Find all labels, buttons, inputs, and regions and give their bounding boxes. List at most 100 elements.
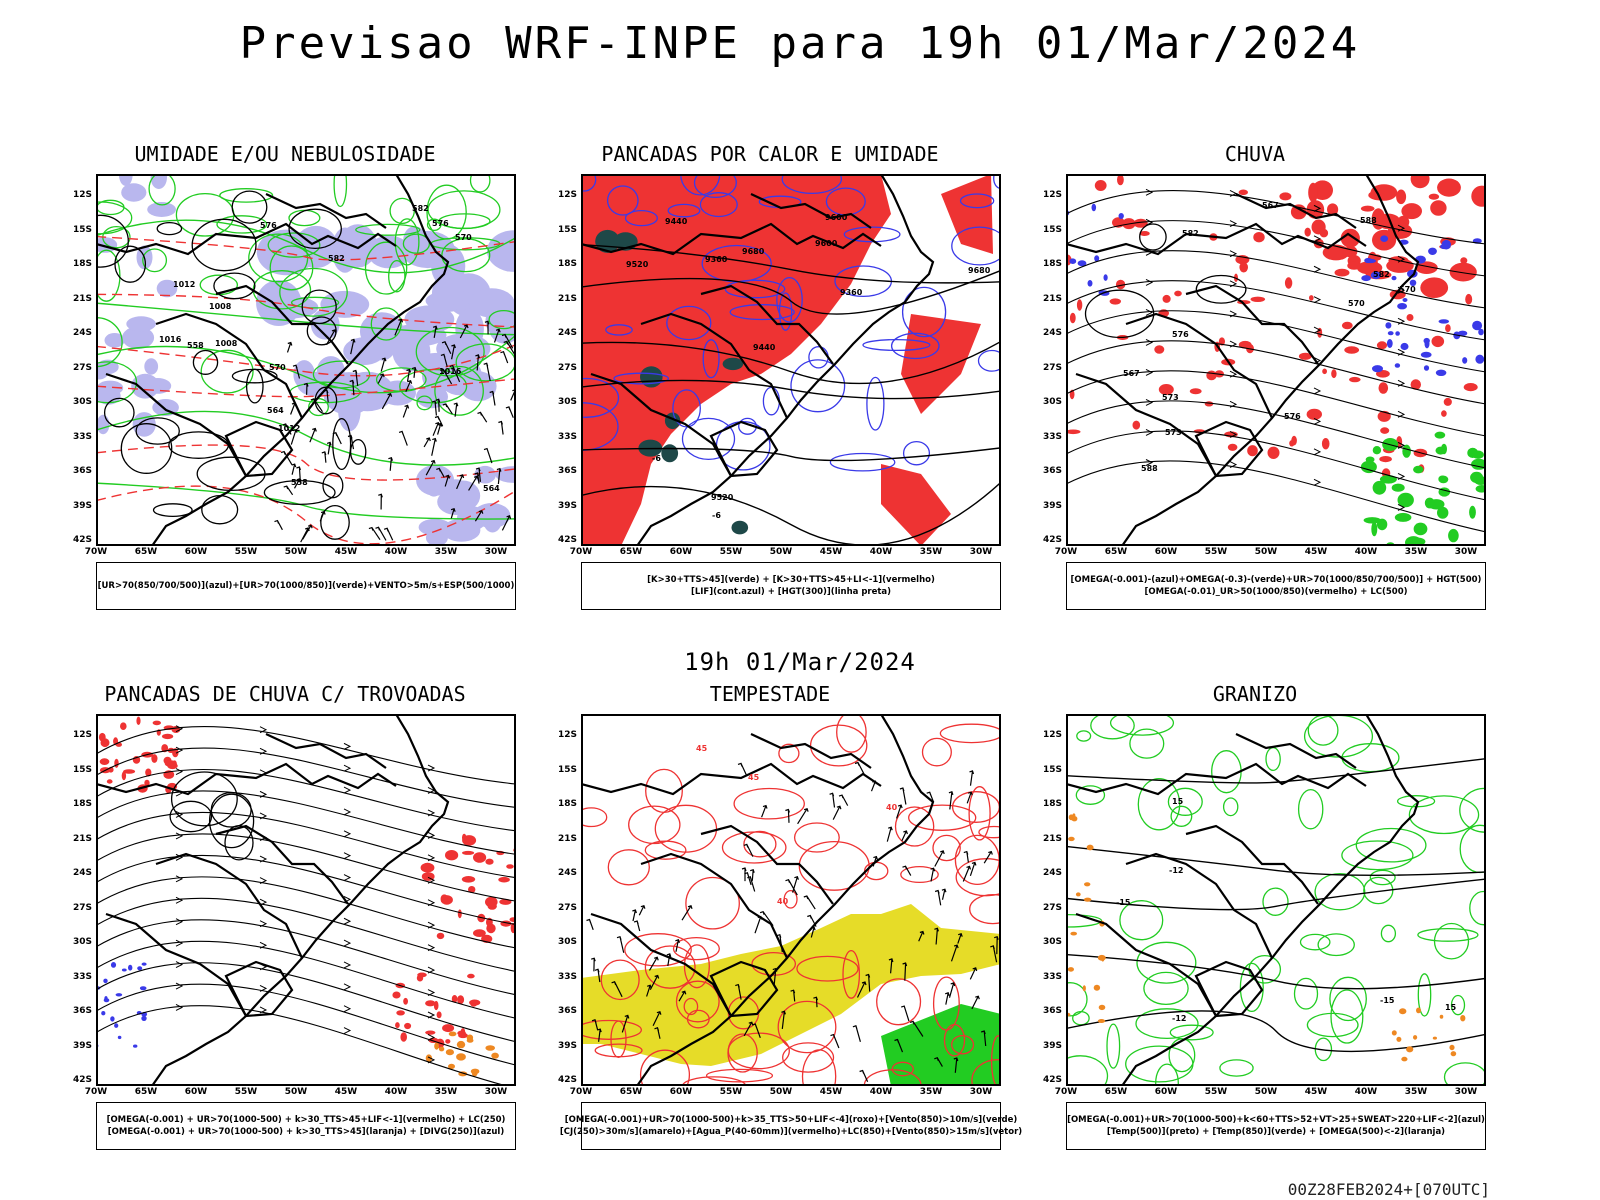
latitude-label: 24S bbox=[1042, 328, 1062, 338]
contour-value-label: 558 bbox=[291, 478, 308, 487]
rain-omega-red-blob bbox=[1378, 382, 1389, 394]
flow-arrowhead bbox=[427, 831, 436, 839]
state-border bbox=[215, 284, 349, 365]
legend-line: [OMEGA(-0.01)_UR>50(1000/850)(vermelho) … bbox=[1144, 587, 1408, 597]
panel-pancadas-trovoadas: PANCADAS DE CHUVA C/ TROVOADAS 12S 15S 18S 2… bbox=[50, 682, 520, 1162]
flow-arrowhead bbox=[259, 726, 268, 734]
humidity-lower-contours-ring bbox=[148, 174, 176, 206]
temp850-contours-ring bbox=[1408, 795, 1480, 835]
precipitable-water-contours-ring bbox=[777, 1000, 837, 1054]
hgt500-contours-line bbox=[1066, 190, 1486, 245]
longitude-label: 30W bbox=[969, 1087, 993, 1097]
wind-vector bbox=[378, 493, 383, 510]
wind-vector bbox=[475, 354, 480, 371]
thunder-red-south-blob bbox=[400, 1032, 408, 1042]
temp500-contours-line bbox=[1066, 845, 1486, 876]
precipitable-water-contours-ring bbox=[932, 834, 961, 862]
thunder-red-nw-blob bbox=[167, 762, 178, 770]
rain-omega-red-north-blob bbox=[1471, 185, 1486, 207]
contour-value-label: 9360 bbox=[705, 255, 728, 264]
latitude-label: 30S bbox=[72, 937, 92, 947]
temp850-contours-ring bbox=[1341, 840, 1414, 871]
forecast-map: 1008 1008 1012 1012 576 576 582 582 1016 1016 570 5… bbox=[96, 174, 516, 546]
flow-arrowhead bbox=[427, 921, 436, 929]
temp850-contours-ring bbox=[1167, 787, 1203, 816]
wind-vector bbox=[678, 990, 687, 1002]
wind-vector bbox=[444, 474, 451, 487]
contour-value-label: 573 bbox=[1165, 428, 1182, 437]
wind-vector bbox=[649, 974, 660, 990]
flow-arrowhead bbox=[1313, 417, 1322, 425]
flow-arrowhead bbox=[427, 899, 436, 907]
flow-arrowhead bbox=[1313, 265, 1322, 273]
wind-vector bbox=[666, 953, 672, 967]
latitude-label: 42S bbox=[72, 1075, 92, 1085]
thunder-red-south-blob bbox=[425, 1000, 436, 1007]
state-border bbox=[1125, 312, 1273, 419]
temp850-contours-ring bbox=[1109, 714, 1175, 736]
political-borders bbox=[581, 714, 935, 1086]
pressure-contours-ring bbox=[332, 417, 352, 471]
latitude-label: 24S bbox=[72, 328, 92, 338]
wind-vector bbox=[681, 905, 693, 921]
flow-arrowhead bbox=[427, 944, 436, 952]
latitude-label: 15S bbox=[557, 224, 577, 235]
longitude-label: 45W bbox=[334, 547, 358, 557]
pressure-contours-ring bbox=[306, 316, 337, 346]
humidity-upper-shading-west-blob bbox=[147, 202, 176, 217]
flow-arrowhead bbox=[427, 1033, 436, 1041]
omega500-orange-south-blob bbox=[1439, 1014, 1444, 1019]
wind-vector bbox=[503, 340, 516, 355]
divergence-blue-blob bbox=[137, 966, 143, 971]
panel-title: GRANIZO bbox=[1212, 682, 1298, 706]
contour-value-label: 1012 bbox=[173, 280, 195, 289]
humidity-lower-contours-ring bbox=[142, 248, 168, 273]
rain-omega-red-north bbox=[1290, 174, 1486, 298]
flow-arrowhead bbox=[259, 855, 268, 863]
longitude-label: 65W bbox=[134, 547, 158, 557]
divergence-blue-blob bbox=[128, 964, 133, 971]
latitude-label: 33S bbox=[72, 971, 92, 982]
contour-value-label: 564 bbox=[267, 406, 284, 415]
rain-omega-green-blob bbox=[1394, 512, 1412, 522]
state-border bbox=[1235, 193, 1357, 229]
rain-omega-red-blob bbox=[1376, 341, 1388, 350]
lifted-index-contours-ring bbox=[681, 417, 736, 461]
flow-arrowhead bbox=[427, 989, 436, 996]
lc250-streamlines-line bbox=[96, 768, 516, 832]
omega500-orange-west-blob bbox=[1101, 955, 1105, 962]
map-border bbox=[96, 174, 516, 546]
rain-omega-green-blob bbox=[1434, 431, 1446, 439]
humidity-lower-contours bbox=[96, 174, 516, 417]
forecast-map-svg: 9600 9600 9680 9680 9520 9520 9440 9440 9360 9360… bbox=[581, 174, 1001, 546]
wind-vector bbox=[477, 411, 488, 423]
hgt300-contours-line bbox=[581, 447, 1001, 462]
longitude-label: 35W bbox=[1404, 547, 1428, 557]
humidity-lower-contours-ring bbox=[441, 238, 491, 273]
wind-vector bbox=[886, 826, 893, 842]
longitude-label: 40W bbox=[384, 547, 408, 557]
wind-vector bbox=[990, 945, 998, 963]
wind-vector bbox=[321, 451, 327, 463]
rain-omega-blue-blob bbox=[1361, 275, 1371, 282]
longitude-label: 35W bbox=[919, 1087, 943, 1097]
lc250-streamlines-line bbox=[96, 962, 516, 1043]
rain-omega-blue-blob bbox=[1372, 365, 1383, 373]
rain-omega-red-blob bbox=[1239, 262, 1248, 273]
wind-vector bbox=[501, 333, 514, 349]
longitude-label: 50W bbox=[769, 1087, 793, 1097]
pressure-contours-ring bbox=[322, 472, 344, 499]
longitude-label: 35W bbox=[434, 547, 458, 557]
wind-vector bbox=[963, 850, 969, 863]
flow-arrowhead bbox=[1229, 340, 1238, 348]
state-border bbox=[640, 852, 788, 959]
thunder-orange-blob bbox=[485, 1045, 496, 1051]
wind-vector bbox=[969, 770, 975, 786]
thunder-red-east-blob bbox=[485, 896, 498, 908]
wind-vector bbox=[957, 932, 963, 944]
precipitable-water-contours-ring bbox=[978, 825, 1001, 839]
lc250-circulation bbox=[169, 771, 255, 861]
precipitable-water-contours-ring bbox=[971, 1059, 1001, 1086]
latitude-label: 18S bbox=[72, 259, 92, 269]
rain-omega-red-blob bbox=[1460, 257, 1468, 264]
